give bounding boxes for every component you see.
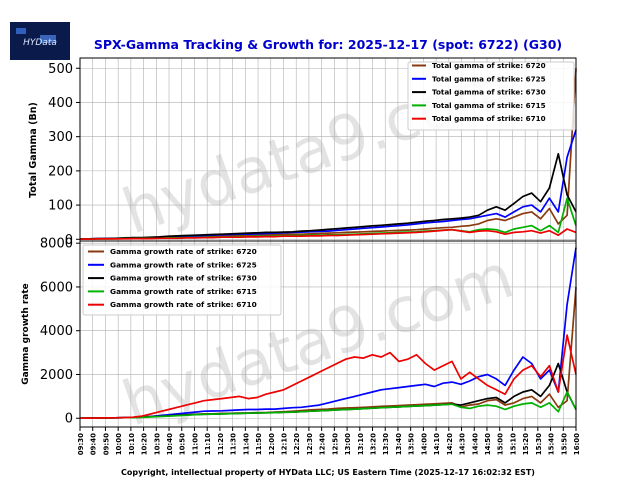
x-tick-label: 13:20: [370, 433, 378, 455]
series-line-6715: [79, 391, 577, 420]
y-tick-label: 0: [65, 233, 73, 248]
legend-entry-6710: Gamma growth rate of strike: 6710: [110, 300, 257, 309]
top-y-axis-label: Total Gamma (Bn): [28, 102, 39, 198]
x-tick-label: 09:50: [102, 433, 110, 455]
y-tick-label: 6000: [40, 280, 73, 295]
legend-entry-6720: Gamma growth rate of strike: 6720: [110, 247, 257, 256]
x-tick-label: 10:00: [115, 433, 123, 455]
x-tick-label: 15:10: [509, 433, 517, 455]
legend-entry-6710: Total gamma of strike: 6710: [432, 114, 546, 123]
legend-entry-6720: Total gamma of strike: 6720: [432, 61, 546, 70]
x-axis-ticks: 09:30 09:40 09:50 10:00 10:10 10:20 10:30 10:40…: [77, 427, 581, 455]
legend-entry-6730: Total gamma of strike: 6730: [432, 88, 546, 97]
x-tick-label: 09:30: [77, 433, 85, 455]
x-tick-label: 15:40: [548, 433, 556, 455]
y-tick-label: 200: [48, 164, 73, 179]
x-tick-label: 14:30: [459, 433, 467, 455]
top-panel-legend: Total gamma of strike: 6720 Total gamma o…: [407, 61, 575, 131]
chart-title: SPX-Gamma Tracking & Growth for: 2025-12…: [94, 37, 562, 52]
x-tick-label: 15:50: [560, 433, 568, 455]
x-tick-label: 10:10: [128, 433, 136, 455]
logo-text: HYData: [23, 38, 57, 48]
x-tick-label: 15:00: [497, 433, 505, 455]
x-tick-label: 11:00: [191, 433, 199, 455]
legend-entry-6715: Gamma growth rate of strike: 6715: [110, 287, 257, 296]
x-tick-label: 11:50: [255, 433, 263, 455]
x-tick-label: 10:20: [141, 433, 149, 455]
bottom-panel-frame: [79, 240, 577, 428]
x-tick-label: 12:30: [306, 433, 314, 455]
legend-entry-6725: Total gamma of strike: 6725: [432, 74, 546, 83]
x-tick-label: 14:00: [420, 433, 428, 455]
bottom-panel-series: [79, 247, 577, 420]
y-tick-label: 400: [48, 96, 73, 111]
x-tick-label: 10:30: [153, 433, 161, 455]
x-tick-label: 14:50: [484, 433, 492, 455]
x-tick-label: 15:30: [535, 433, 543, 455]
x-tick-label: 11:30: [230, 433, 238, 455]
top-panel-y-ticks: 0 100 200 300 400 500: [48, 62, 80, 248]
y-tick-label: 4000: [40, 324, 73, 339]
x-tick-label: 11:20: [217, 433, 225, 455]
x-tick-label: 15:20: [522, 433, 530, 455]
x-tick-label: 14:20: [446, 433, 454, 455]
hydata-logo-icon: HYData: [10, 22, 70, 60]
x-tick-label: 10:40: [166, 433, 174, 455]
y-tick-label: 300: [48, 130, 73, 145]
x-tick-label: 11:10: [204, 433, 212, 455]
x-tick-label: 12:50: [331, 433, 339, 455]
x-tick-label: 13:10: [357, 433, 365, 455]
y-tick-label: 100: [48, 199, 73, 214]
bottom-panel-legend: Gamma growth rate of strike: 6720 Gamma g…: [82, 244, 282, 316]
x-tick-label: 13:30: [382, 433, 390, 455]
series-line-6710: [80, 228, 577, 240]
x-tick-label: 14:40: [471, 433, 479, 455]
x-tick-label: 12:40: [319, 433, 327, 455]
bottom-y-axis-label: Gamma growth rate: [21, 283, 31, 385]
series-line-6710: [79, 334, 577, 420]
x-tick-label: 10:50: [179, 433, 187, 455]
x-tick-label: 16:00: [573, 433, 581, 455]
legend-entry-6730: Gamma growth rate of strike: 6730: [110, 274, 257, 283]
series-line-6730: [80, 152, 577, 240]
x-tick-label: 13:00: [344, 433, 352, 455]
legend-entry-6725: Gamma growth rate of strike: 6725: [110, 260, 257, 269]
top-panel-series: [80, 68, 577, 240]
y-tick-label: 0: [65, 412, 73, 427]
x-tick-label: 12:00: [268, 433, 276, 455]
legend-entry-6715: Total gamma of strike: 6715: [432, 101, 546, 110]
x-tick-label: 13:40: [395, 433, 403, 455]
x-tick-label: 09:40: [90, 433, 98, 455]
x-tick-label: 12:20: [293, 433, 301, 455]
x-tick-label: 14:10: [433, 433, 441, 455]
y-tick-label: 8000: [40, 237, 73, 252]
x-tick-label: 11:40: [242, 433, 250, 455]
top-legend-box: [407, 61, 575, 131]
x-axis-label: Copyright, intellectual property of HYDa…: [121, 468, 535, 477]
y-tick-label: 500: [48, 62, 73, 77]
bottom-panel-y-ticks: 0 2000 4000 6000 8000: [40, 237, 80, 427]
y-tick-label: 2000: [40, 368, 73, 383]
bottom-legend-box: [82, 244, 282, 316]
x-tick-label: 12:10: [280, 433, 288, 455]
x-tick-label: 13:50: [408, 433, 416, 455]
